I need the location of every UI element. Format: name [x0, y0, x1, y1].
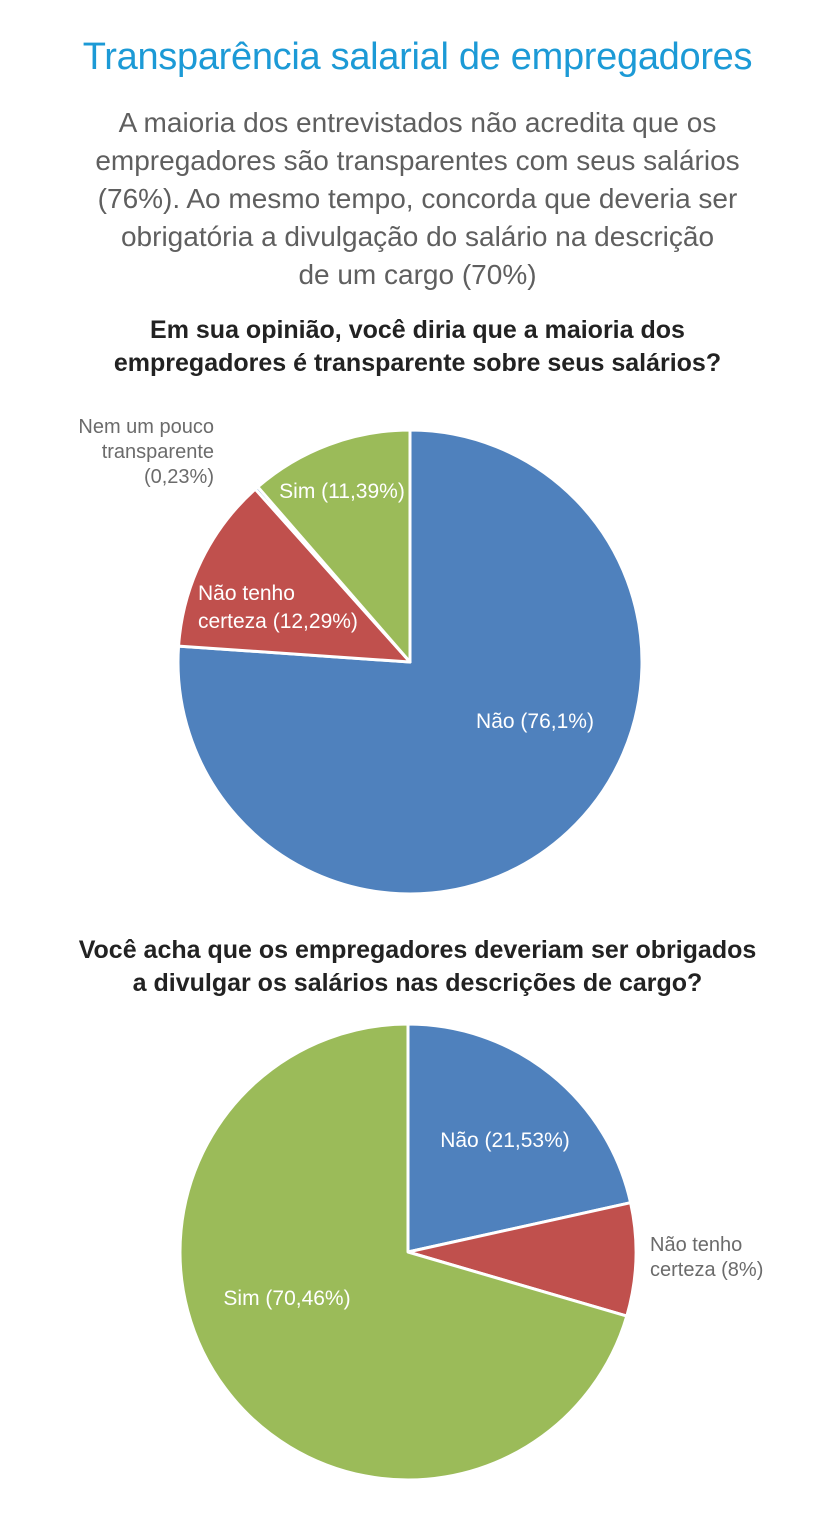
slice-label: Nem um pouco transparente (0,23%)	[78, 416, 214, 488]
chart1-title-line: empregadores é transparente sobre seus s…	[113, 349, 722, 377]
subtitle-line: empregadores são transparentes com seus …	[95, 145, 740, 176]
slice-label-line: Sim (11,39%)	[279, 480, 405, 503]
chart1-title: Em sua opinião, você diria que a maioria…	[0, 314, 835, 380]
slice-label-line: transparente	[102, 441, 214, 463]
subtitle-line: (76%). Ao mesmo tempo, concorda que deve…	[97, 183, 738, 214]
slice-label: Sim (11,39%)	[279, 480, 405, 503]
page-subtitle: A maioria dos entrevistados não acredita…	[40, 104, 795, 294]
pie-slice-sim	[178, 1022, 629, 1482]
slice-label-line: Não tenho	[198, 582, 295, 605]
chart1-title-line: Em sua opinião, você diria que a maioria…	[150, 316, 685, 344]
pie-chart-mandatory-disclosure: Não (21,53%) Não tenho certeza (8%) Sim (70…	[178, 1022, 763, 1482]
pie-slice-nao-tenho-certeza	[177, 487, 412, 664]
slice-label-line: Nem um pouco	[78, 416, 214, 438]
chart2-title-line: Você acha que os empregadores deveriam s…	[78, 936, 757, 964]
slice-label-line: certeza (8%)	[650, 1259, 763, 1281]
slice-label-line: Não (21,53%)	[440, 1129, 570, 1152]
slice-label-line: Sim (70,46%)	[223, 1287, 350, 1310]
slice-label: Sim (70,46%)	[223, 1287, 350, 1310]
chart2-title-line: a divulgar os salários nas descrições de…	[132, 969, 703, 997]
subtitle-line: obrigatória a divulgação do salário na d…	[120, 221, 715, 252]
pie-slice-sim	[256, 428, 412, 664]
page-title: Transparência salarial de empregadores	[82, 36, 753, 78]
slice-label: Não (76,1%)	[476, 710, 594, 733]
slice-label: Não tenho certeza (8%)	[650, 1234, 763, 1281]
subtitle-line: de um cargo (70%)	[298, 259, 537, 290]
slice-label-line: Não tenho	[650, 1234, 742, 1256]
pie-slice-nao	[406, 1022, 633, 1254]
pie-chart-transparency: Não (76,1%) Não tenho certeza (12,29%) Nem …	[78, 416, 644, 896]
slice-label-line: certeza (12,29%)	[198, 610, 358, 633]
slice-label: Não (21,53%)	[440, 1129, 570, 1152]
slice-label: Não tenho certeza (12,29%)	[198, 582, 358, 633]
chart2-title: Você acha que os empregadores deveriam s…	[0, 934, 835, 1000]
pie-slice-nao-tenho-certeza	[406, 1201, 638, 1318]
slice-label-line: Não (76,1%)	[476, 710, 594, 733]
slice-label-line: (0,23%)	[144, 466, 214, 488]
subtitle-line: A maioria dos entrevistados não acredita…	[118, 107, 717, 138]
